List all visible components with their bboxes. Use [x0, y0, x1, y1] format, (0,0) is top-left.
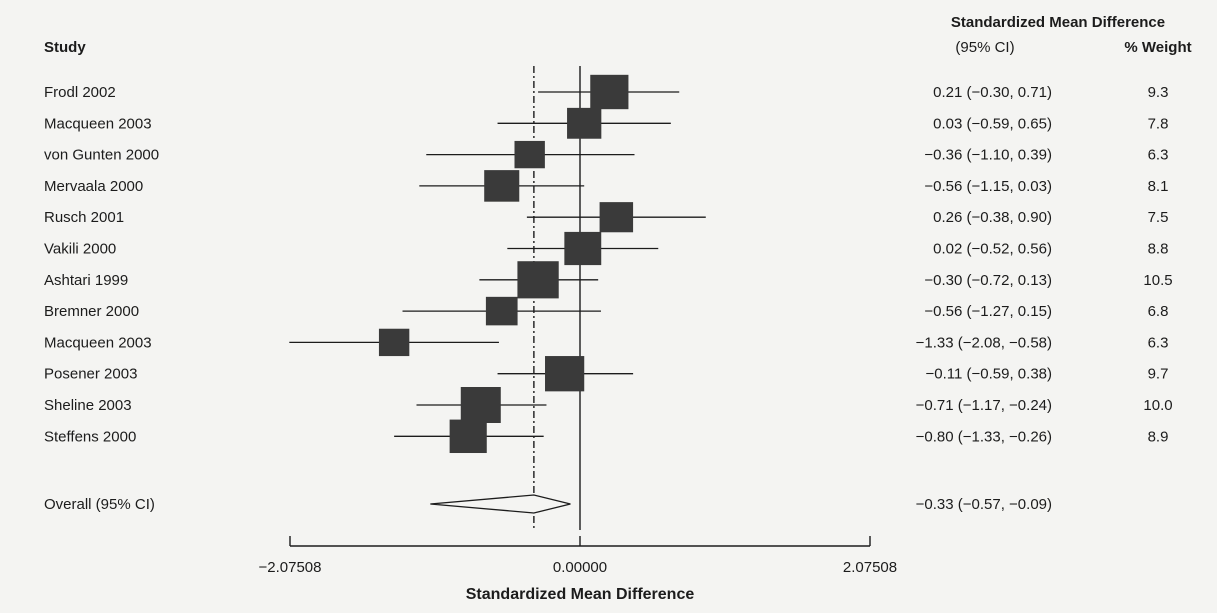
x-axis-label: Standardized Mean Difference — [466, 586, 695, 603]
study-row: Macqueen 2003 −1.33 (−2.08, −0.58) 6.3 — [44, 328, 1169, 357]
weight-value: 6.8 — [1148, 303, 1169, 320]
effect-header: Standardized Mean Difference — [951, 14, 1165, 31]
effect-size-square — [460, 387, 501, 423]
study-header: Study — [44, 39, 86, 56]
ci-value: −0.36 (−1.10, 0.39) — [924, 147, 1052, 164]
study-name: Macqueen 2003 — [44, 115, 152, 132]
study-name: Ashtari 1999 — [44, 272, 128, 289]
weight-value: 7.8 — [1148, 115, 1169, 132]
study-name: von Gunten 2000 — [44, 147, 159, 164]
effect-size-square — [378, 328, 410, 357]
ci-value: 0.03 (−0.59, 0.65) — [933, 115, 1052, 132]
study-row: Vakili 2000 0.02 (−0.52, 0.56) 8.8 — [44, 231, 1169, 266]
study-row: Ashtari 1999 −0.30 (−0.72, 0.13) 10.5 — [44, 261, 1173, 299]
effect-size-square — [564, 231, 602, 266]
ci-value: −0.11 (−0.59, 0.38) — [926, 366, 1052, 383]
study-name: Posener 2003 — [44, 366, 137, 383]
overall-label: Overall (95% CI) — [44, 496, 155, 513]
weight-value: 6.3 — [1148, 147, 1169, 164]
ci-value: 0.21 (−0.30, 0.71) — [933, 84, 1052, 101]
study-name: Sheline 2003 — [44, 397, 132, 414]
study-name: Mervaala 2000 — [44, 178, 143, 195]
study-name: Steffens 2000 — [44, 428, 136, 445]
effect-size-square — [545, 356, 585, 392]
effect-size-square — [484, 170, 520, 202]
ci-value: −0.56 (−1.27, 0.15) — [924, 303, 1052, 320]
effect-size-square — [449, 419, 487, 454]
ci-value: −0.71 (−1.17, −0.24) — [916, 397, 1052, 414]
x-tick-label: 0.00000 — [553, 559, 607, 576]
study-row: Bremner 2000 −0.56 (−1.27, 0.15) 6.8 — [44, 296, 1169, 326]
ci-value: −0.56 (−1.15, 0.03) — [924, 178, 1052, 195]
study-row: von Gunten 2000 −0.36 (−1.10, 0.39) 6.3 — [44, 140, 1169, 169]
study-name: Vakili 2000 — [44, 241, 116, 258]
overall-ci-value: −0.33 (−0.57, −0.09) — [916, 496, 1052, 513]
study-row: Frodl 2002 0.21 (−0.30, 0.71) 9.3 — [44, 74, 1169, 110]
ci-value: 0.02 (−0.52, 0.56) — [933, 241, 1052, 258]
study-name: Frodl 2002 — [44, 84, 116, 101]
study-name: Rusch 2001 — [44, 209, 124, 226]
effect-size-square — [590, 74, 629, 110]
x-tick-label: −2.07508 — [259, 559, 322, 576]
weight-value: 9.7 — [1148, 366, 1169, 383]
weight-value: 10.0 — [1143, 397, 1172, 414]
effect-size-square — [517, 261, 559, 299]
weight-value: 8.8 — [1148, 241, 1169, 258]
study-row: Mervaala 2000 −0.56 (−1.15, 0.03) 8.1 — [44, 170, 1168, 202]
overall-diamond — [430, 494, 571, 514]
ci-header: (95% CI) — [955, 39, 1014, 56]
ci-value: −1.33 (−2.08, −0.58) — [916, 334, 1052, 351]
effect-size-square — [567, 107, 602, 139]
ci-value: −0.30 (−0.72, 0.13) — [924, 272, 1052, 289]
weight-value: 10.5 — [1143, 272, 1172, 289]
effect-size-square — [599, 202, 634, 233]
ci-value: −0.80 (−1.33, −0.26) — [916, 428, 1052, 445]
weight-value: 9.3 — [1148, 84, 1169, 101]
effect-size-square — [514, 140, 545, 169]
ci-value: 0.26 (−0.38, 0.90) — [933, 209, 1052, 226]
effect-size-square — [485, 296, 518, 326]
weight-value: 8.1 — [1148, 178, 1169, 195]
study-row: Sheline 2003 −0.71 (−1.17, −0.24) 10.0 — [44, 387, 1173, 423]
study-name: Macqueen 2003 — [44, 334, 152, 351]
weight-value: 8.9 — [1148, 428, 1169, 445]
weight-value: 7.5 — [1148, 209, 1169, 226]
weight-header: % Weight — [1124, 39, 1191, 56]
study-row: Macqueen 2003 0.03 (−0.59, 0.65) 7.8 — [44, 107, 1169, 139]
study-row: Steffens 2000 −0.80 (−1.33, −0.26) 8.9 — [44, 419, 1169, 454]
study-row: Rusch 2001 0.26 (−0.38, 0.90) 7.5 — [44, 202, 1169, 233]
study-row: Posener 2003 −0.11 (−0.59, 0.38) 9.7 — [44, 356, 1169, 392]
weight-value: 6.3 — [1148, 334, 1169, 351]
study-name: Bremner 2000 — [44, 303, 139, 320]
x-tick-label: 2.07508 — [843, 559, 897, 576]
